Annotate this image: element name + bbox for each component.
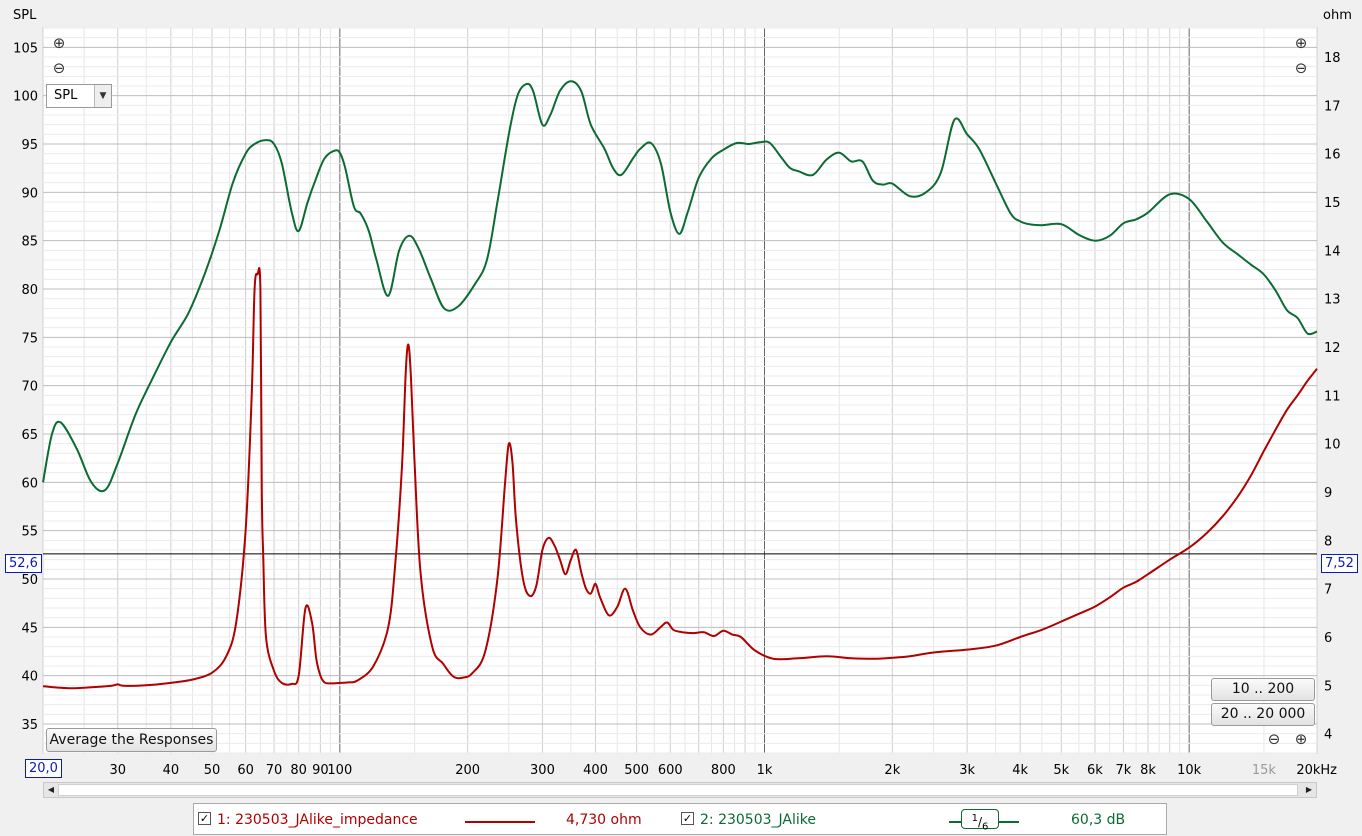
- series2-checkbox[interactable]: ✓: [681, 812, 694, 825]
- x-tick-label: 70: [266, 763, 283, 778]
- x-tick-label: 15k: [1252, 763, 1277, 778]
- average-responses-button[interactable]: Average the Responses: [46, 728, 217, 752]
- y-left-tick-label: 70: [21, 380, 38, 395]
- x-tick-label: 4k: [1012, 763, 1028, 778]
- cursor-y-left-readout: 52,6: [5, 554, 42, 573]
- range-20-20000-button[interactable]: 20 .. 20 000: [1211, 703, 1315, 726]
- zoom-out-x-icon[interactable]: ⊖: [1267, 730, 1281, 748]
- x-tick-label: 3k: [959, 763, 975, 778]
- x-tick-label: 50: [204, 763, 221, 778]
- series1-swatch: [465, 821, 535, 823]
- cursor-x-readout: 20,0: [25, 759, 62, 778]
- x-tick-label: 400: [583, 763, 608, 778]
- y-right-tick-label: 6: [1324, 631, 1332, 646]
- x-tick-label: 800: [711, 763, 736, 778]
- axis-selector-value: SPL: [54, 88, 78, 103]
- y-right-tick-label: 17: [1324, 99, 1341, 114]
- y-right-tick-labels: 4 5 6 7 8 9 10 11 12 13 14 15 16 17 18: [1324, 51, 1341, 743]
- y-left-tick-label: 45: [21, 621, 38, 636]
- y-right-tick-label: 13: [1324, 293, 1341, 308]
- series-2-line: [42, 80, 1318, 493]
- series2-label: 2: 230503_JAlike: [700, 812, 816, 828]
- y-right-tick-label: 15: [1324, 196, 1341, 211]
- scroll-right-icon[interactable]: ▶: [1305, 785, 1313, 794]
- y-left-tick-label: 105: [13, 41, 38, 56]
- y-left-tick-label: 100: [13, 90, 38, 105]
- smoothing-numerator: 1: [971, 813, 978, 824]
- cursor-y-right-readout: 7,52: [1321, 554, 1358, 573]
- zoom-out-left-icon[interactable]: ⊖: [52, 59, 66, 77]
- zoom-out-right-icon[interactable]: ⊖: [1294, 59, 1308, 77]
- x-tick-label: 500: [624, 763, 649, 778]
- series-curves: [42, 80, 1318, 690]
- x-tick-label: 5k: [1053, 763, 1069, 778]
- y-right-tick-label: 12: [1324, 341, 1341, 356]
- x-tick-label: 80: [290, 763, 307, 778]
- y-right-tick-label: 18: [1324, 51, 1341, 66]
- x-tick-label: 600: [658, 763, 683, 778]
- y-left-tick-label: 75: [21, 331, 38, 346]
- plot-area[interactable]: [42, 27, 1318, 754]
- dropdown-arrow-icon[interactable]: ▼: [94, 85, 111, 107]
- x-tick-label: 7k: [1115, 763, 1131, 778]
- x-tick-label: 200: [455, 763, 480, 778]
- y-left-tick-label: 35: [21, 718, 38, 733]
- x-tick-label: 60: [237, 763, 254, 778]
- x-tick-label: 20kHz: [1296, 763, 1337, 778]
- x-tick-label: 2k: [884, 763, 900, 778]
- y-right-tick-label: 4: [1324, 728, 1332, 743]
- x-tick-label: 8k: [1140, 763, 1156, 778]
- left-axis-title: SPL: [13, 8, 37, 23]
- x-tick-label: 40: [163, 763, 180, 778]
- x-tick-label: 100: [327, 763, 352, 778]
- y-right-tick-label: 16: [1324, 148, 1341, 163]
- y-right-tick-label: 10: [1324, 438, 1341, 453]
- range-10-200-button[interactable]: 10 .. 200: [1211, 678, 1315, 701]
- y-right-tick-label: 5: [1324, 679, 1332, 694]
- horizontal-scrollbar[interactable]: ◀ ▶: [43, 782, 1317, 798]
- scrollbar-thumb[interactable]: [58, 784, 1298, 796]
- y-right-tick-label: 8: [1324, 534, 1332, 549]
- x-tick-label: 90: [312, 763, 329, 778]
- scroll-left-icon[interactable]: ◀: [47, 785, 55, 794]
- zoom-in-left-icon[interactable]: ⊕: [52, 34, 66, 52]
- right-axis-title: ohm: [1323, 8, 1352, 23]
- series2-value: 60,3 dB: [1071, 812, 1126, 828]
- series-1-line: [42, 267, 1318, 690]
- legend-bar: ✓ 1: 230503_JAlike_impedance 4,730 ohm ✓…: [193, 803, 1167, 835]
- y-right-tick-label: 11: [1324, 389, 1341, 404]
- y-left-tick-label: 55: [21, 525, 38, 540]
- smoothing-denominator: 6: [982, 821, 989, 833]
- y-left-tick-label: 40: [21, 670, 38, 685]
- x-tick-label: 6k: [1087, 763, 1103, 778]
- series1-checkbox[interactable]: ✓: [198, 812, 211, 825]
- y-left-tick-label: 60: [21, 476, 38, 491]
- series1-value: 4,730 ohm: [566, 812, 642, 828]
- y-left-tick-label: 95: [21, 138, 38, 153]
- y-left-tick-label: 80: [21, 283, 38, 298]
- zoom-in-right-icon[interactable]: ⊕: [1294, 34, 1308, 52]
- y-right-tick-label: 7: [1324, 583, 1332, 598]
- y-left-tick-labels: 35 40 45 50 55 60 65 70 75 80 85 90 95 100 105: [13, 41, 38, 733]
- x-tick-label: 30: [110, 763, 127, 778]
- x-tick-label: 1k: [757, 763, 773, 778]
- x-tick-label: 10k: [1177, 763, 1202, 778]
- smoothing-indicator[interactable]: 1/6: [961, 809, 999, 833]
- series1-label: 1: 230503_JAlike_impedance: [217, 812, 418, 828]
- y-right-tick-label: 9: [1324, 486, 1332, 501]
- y-left-tick-label: 90: [21, 186, 38, 201]
- y-right-tick-label: 14: [1324, 244, 1341, 259]
- x-tick-label: 300: [530, 763, 555, 778]
- y-left-tick-label: 85: [21, 235, 38, 250]
- y-left-tick-label: 50: [21, 573, 38, 588]
- y-left-tick-label: 65: [21, 428, 38, 443]
- axis-selector[interactable]: SPL ▼: [46, 84, 112, 108]
- zoom-in-x-icon[interactable]: ⊕: [1294, 730, 1308, 748]
